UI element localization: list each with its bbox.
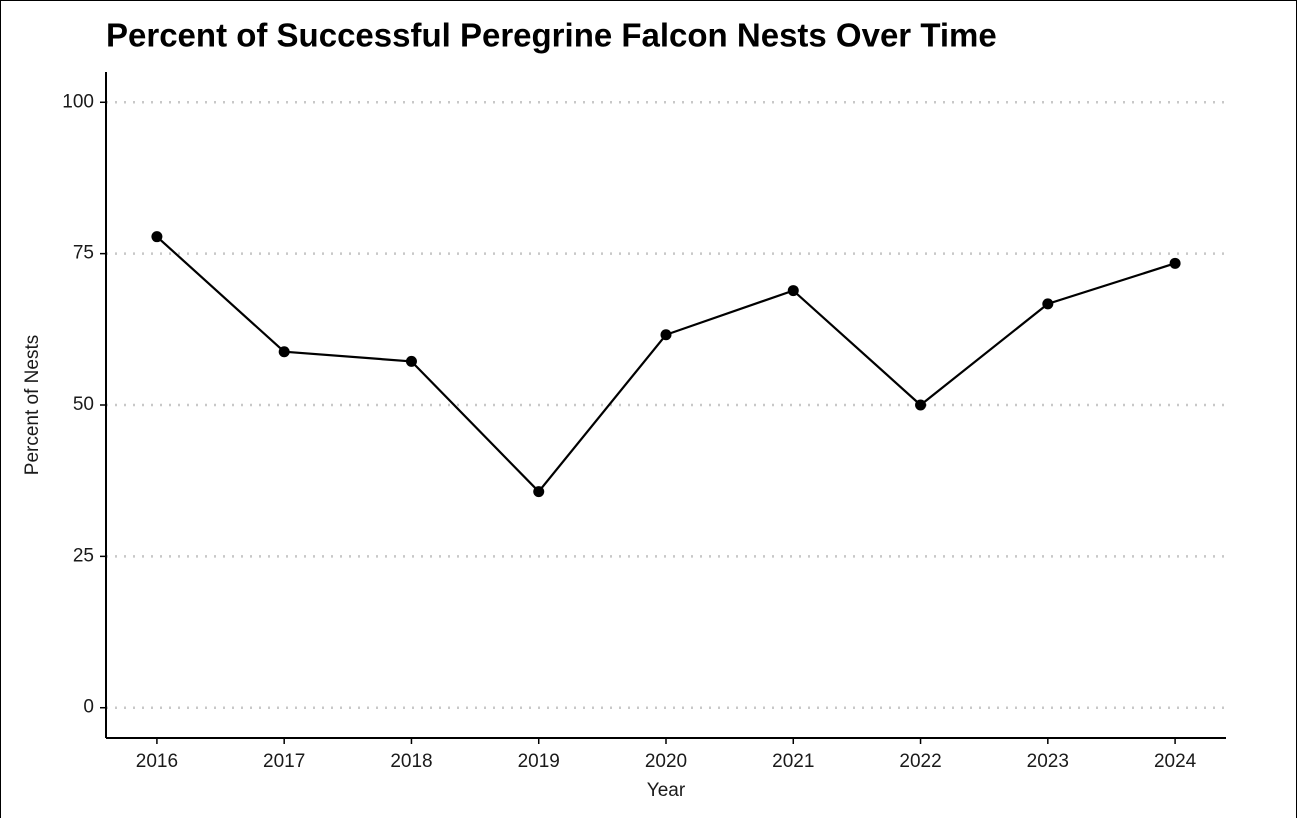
data-point	[660, 329, 672, 341]
x-axis-label: Year	[647, 780, 686, 801]
x-tick-label: 2023	[1027, 751, 1069, 772]
data-point	[151, 231, 163, 243]
data-point	[533, 486, 545, 498]
x-tick-label: 2017	[263, 751, 305, 772]
x-tick-label: 2018	[390, 751, 432, 772]
data-point	[915, 399, 927, 411]
y-tick-label: 75	[73, 243, 94, 264]
x-tick-label: 2020	[645, 751, 687, 772]
data-point	[278, 346, 290, 358]
chart-title: Percent of Successful Peregrine Falcon N…	[106, 17, 997, 54]
data-line	[156, 235, 1176, 494]
data-point	[787, 285, 799, 297]
y-axis-label: Percent of Nests	[22, 335, 43, 475]
y-tick-label: 25	[73, 545, 94, 566]
data-point	[405, 355, 417, 367]
data-point	[1169, 257, 1181, 269]
data-point	[1042, 298, 1054, 310]
x-tick-label: 2019	[518, 751, 560, 772]
x-tick-label: 2024	[1154, 751, 1197, 772]
x-tick-label: 2016	[136, 751, 178, 772]
x-tick-label: 2022	[899, 751, 941, 772]
y-tick-label: 0	[83, 697, 94, 718]
x-tick-label: 2021	[772, 751, 814, 772]
y-tick-label: 100	[62, 91, 94, 112]
y-tick-label: 50	[73, 394, 94, 415]
